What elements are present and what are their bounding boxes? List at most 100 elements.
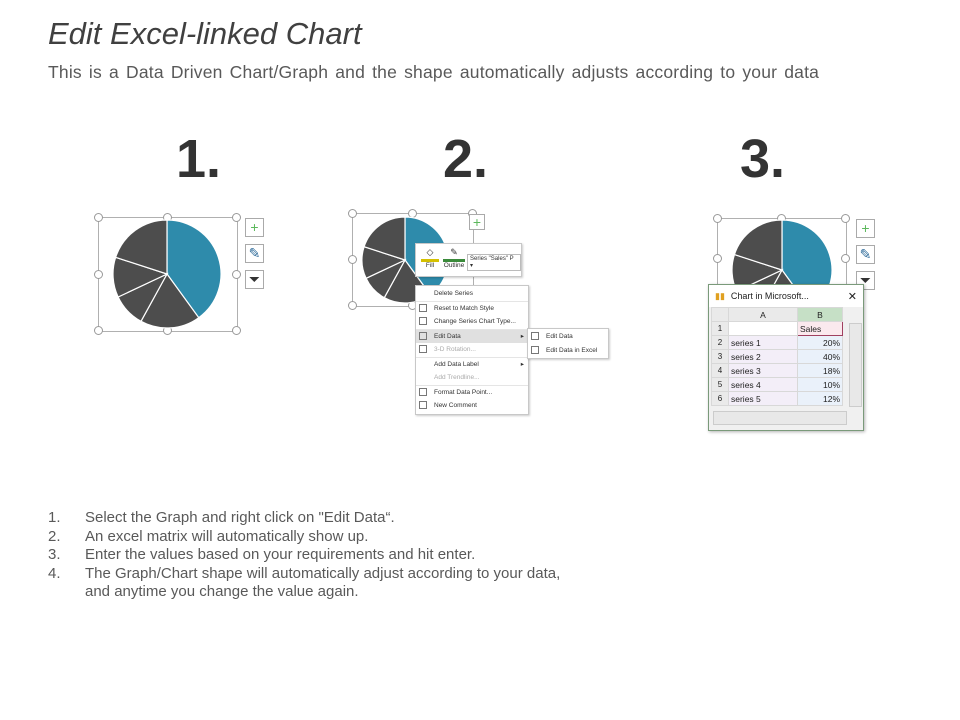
resize-handle[interactable] (348, 255, 357, 264)
filter-icon[interactable]: ⏷ (245, 270, 264, 289)
column-header-a[interactable]: A (728, 307, 798, 322)
resize-handle[interactable] (94, 326, 103, 335)
instruction-text: The Graph/Chart shape will automatically… (85, 564, 561, 582)
row-header[interactable]: 1 (711, 321, 729, 336)
menu-item-label: Delete Series (434, 290, 474, 297)
menu-item-label: 3-D Rotation... (434, 346, 476, 353)
edit-data-submenu: Edit Data Edit Data in Excel (527, 328, 609, 359)
cell-a1[interactable] (728, 321, 798, 336)
instruction-item: 4. The Graph/Chart shape will automatical… (48, 565, 560, 584)
excel-titlebar: ▮▮ Chart in Microsoft... ✕ (709, 285, 863, 307)
value-cell[interactable]: 10% (797, 377, 843, 392)
chart-type-icon (419, 317, 427, 325)
resize-handle[interactable] (94, 213, 103, 222)
instructions-list: 1. Select the Graph and right click on "E… (48, 509, 560, 602)
pie-slice-series-3[interactable] (140, 272, 200, 329)
column-header-b[interactable]: B (797, 307, 843, 322)
vertical-scrollbar[interactable] (849, 323, 862, 407)
row-header[interactable]: 4 (711, 363, 729, 378)
submenu-item-label: Edit Data (546, 333, 573, 340)
menu-item-delete-series[interactable]: Delete Series (416, 287, 528, 301)
label-cell[interactable]: series 1 (728, 335, 798, 350)
menu-item-label: Change Series Chart Type... (434, 318, 516, 325)
menu-item-new-comment[interactable]: New Comment (416, 399, 528, 413)
submenu-item-1[interactable]: Edit Data in Excel (528, 344, 608, 358)
resize-handle[interactable] (841, 214, 850, 223)
pie-slice-series-1[interactable] (363, 216, 406, 261)
brush-icon[interactable]: ✎ (856, 245, 875, 264)
menu-item-add-trendline[interactable]: Add Trendline... (416, 371, 528, 385)
instruction-text: An excel matrix will automatically show … (85, 527, 369, 545)
outline-button[interactable]: ✎ Outline (443, 247, 465, 269)
instruction-number: 2. (48, 527, 61, 545)
value-cell[interactable]: 18% (797, 363, 843, 378)
rotation-icon (419, 345, 427, 353)
menu-item-edit-data[interactable]: Edit Data ▸ (416, 328, 528, 343)
resize-handle[interactable] (94, 269, 103, 279)
chart-tools-1: + ✎ ⏷ (245, 218, 264, 289)
horizontal-scrollbar[interactable] (713, 411, 847, 425)
excel-row: 5 series 4 10% (711, 377, 843, 392)
value-cell[interactable]: 12% (797, 391, 843, 406)
resize-handle[interactable] (841, 254, 850, 263)
label-cell[interactable]: series 3 (728, 363, 798, 378)
menu-item-label: Reset to Match Style (434, 304, 494, 312)
pie-slice-series-1[interactable] (733, 219, 783, 271)
corner-cell (711, 307, 729, 322)
series-dropdown[interactable]: Series "Sales" P ▾ (467, 254, 521, 271)
menu-item-label: Edit Data (434, 332, 461, 340)
pie-slice-series-1[interactable] (114, 219, 168, 275)
chart-tools-3: + ✎ ⏷ (856, 219, 875, 290)
plus-icon[interactable]: + (856, 219, 875, 238)
comment-icon (419, 401, 427, 409)
menu-item-reset-to-match-style[interactable]: Reset to Match Style (416, 300, 528, 316)
resize-handle[interactable] (232, 213, 241, 222)
outline-label: Outline (443, 262, 465, 269)
brush-icon[interactable]: ✎ (245, 244, 264, 263)
label-cell[interactable]: series 4 (728, 377, 798, 392)
instruction-text: Enter the values based on your requireme… (85, 546, 476, 563)
submenu-arrow-icon: ▸ (520, 360, 524, 368)
submenu-item-0[interactable]: Edit Data (528, 330, 608, 344)
fill-button[interactable]: ◇ Fill (421, 247, 439, 269)
resize-handle[interactable] (348, 209, 357, 218)
plus-icon[interactable]: + (469, 214, 485, 230)
resize-handle[interactable] (713, 214, 722, 223)
value-cell[interactable]: 20% (797, 335, 843, 350)
resize-handle[interactable] (232, 269, 241, 279)
menu-item-format-data-point[interactable]: Format Data Point... (416, 384, 528, 400)
row-header[interactable]: 2 (711, 335, 729, 350)
fill-bucket-icon: ◇ (421, 247, 439, 262)
chart-selection-1[interactable] (94, 213, 241, 335)
cell-b1[interactable]: Sales (797, 321, 843, 336)
menu-item-3-d-rotation[interactable]: 3-D Rotation... (416, 343, 528, 357)
menu-item-add-data-label[interactable]: Add Data Label ▸ (416, 356, 528, 372)
step-number-3: 3. (740, 129, 786, 189)
row-header[interactable]: 5 (711, 377, 729, 392)
label-cell[interactable]: series 2 (728, 349, 798, 364)
resize-handle[interactable] (348, 301, 357, 310)
menu-item-label: Add Trendline... (434, 374, 480, 381)
slide-title: Edit Excel-linked Chart (48, 16, 362, 51)
format-icon (419, 387, 427, 396)
resize-handle[interactable] (713, 254, 722, 263)
resize-handle[interactable] (232, 326, 241, 335)
label-cell[interactable]: series 5 (728, 391, 798, 406)
table-icon (531, 332, 539, 340)
step-number-2: 2. (443, 129, 489, 189)
pie-slice-series-2[interactable] (166, 219, 222, 319)
row-header[interactable]: 3 (711, 349, 729, 364)
row-header[interactable]: 6 (711, 391, 729, 406)
instruction-text: and anytime you change the value again. (85, 583, 359, 600)
chart-icon: ▮▮ (715, 290, 725, 301)
close-icon[interactable]: ✕ (847, 290, 857, 303)
plus-icon[interactable]: + (245, 218, 264, 237)
value-cell[interactable]: 40% (797, 349, 843, 364)
instruction-number: 3. (48, 546, 61, 563)
menu-item-change-series-chart-type[interactable]: Change Series Chart Type... (416, 315, 528, 329)
excel-row: 3 series 2 40% (711, 349, 843, 364)
step-number-1: 1. (176, 129, 222, 189)
